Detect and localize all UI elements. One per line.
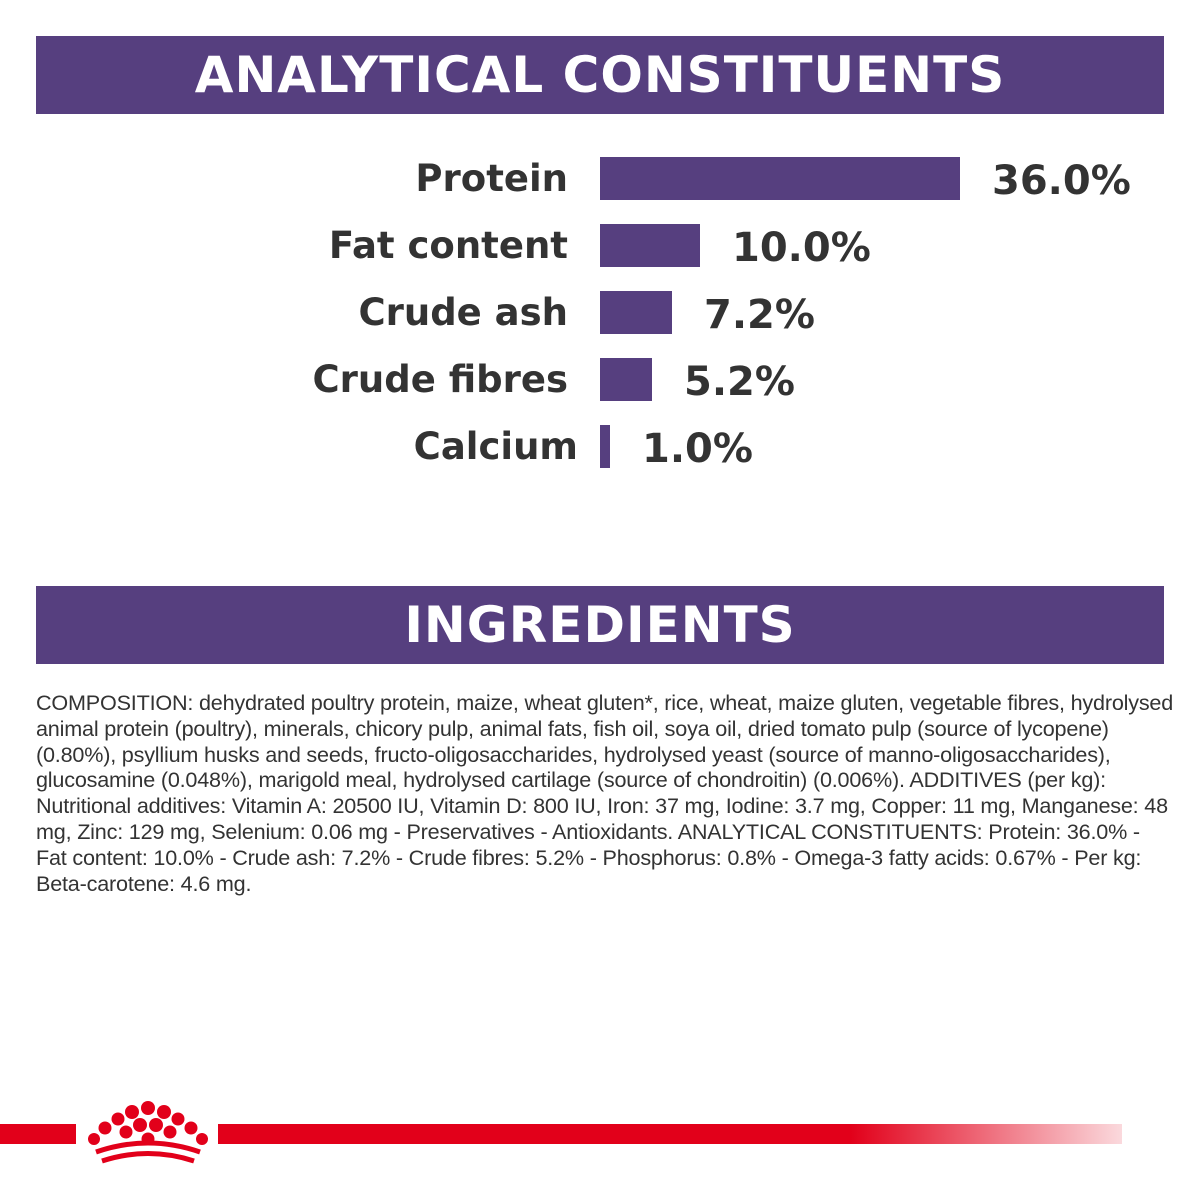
crown-icon (88, 1101, 208, 1164)
chart-value-fat-content: 10.0% (732, 225, 871, 271)
chart-value-protein: 36.0% (992, 158, 1131, 204)
chart-value-crude-ash: 7.2% (704, 292, 815, 338)
chart-value-crude-fibres: 5.2% (684, 359, 795, 405)
chart-label-crude-ash: Crude ash (358, 291, 568, 334)
footer-red-line-right (218, 1124, 1122, 1144)
chart-row-protein: Protein 36.0% (0, 157, 1200, 217)
chart-row-fat-content: Fat content 10.0% (0, 224, 1200, 284)
ingredients-title: INGREDIENTS (404, 596, 796, 654)
chart-bar-protein (600, 157, 960, 200)
analytical-constituents-banner: ANALYTICAL CONSTITUENTS (36, 36, 1164, 114)
chart-bar-fat-content (600, 224, 700, 267)
ingredients-composition-text: COMPOSITION: dehydrated poultry protein,… (36, 690, 1174, 896)
chart-row-crude-fibres: Crude fibres 5.2% (0, 358, 1200, 418)
chart-label-protein: Protein (415, 157, 568, 200)
chart-bar-crude-fibres (600, 358, 652, 401)
analytical-constituents-title: ANALYTICAL CONSTITUENTS (194, 46, 1006, 104)
chart-label-crude-fibres: Crude fibres (312, 358, 568, 401)
chart-row-crude-ash: Crude ash 7.2% (0, 291, 1200, 351)
chart-bar-crude-ash (600, 291, 672, 334)
chart-label-fat-content: Fat content (328, 224, 568, 267)
chart-row-calcium: Calcium 1.0% (0, 425, 1200, 485)
ingredients-banner: INGREDIENTS (36, 586, 1164, 664)
chart-label-calcium: Calcium (413, 425, 578, 468)
chart-value-calcium: 1.0% (642, 426, 753, 472)
chart-bar-calcium (600, 425, 610, 468)
footer-red-line-left (0, 1124, 76, 1144)
